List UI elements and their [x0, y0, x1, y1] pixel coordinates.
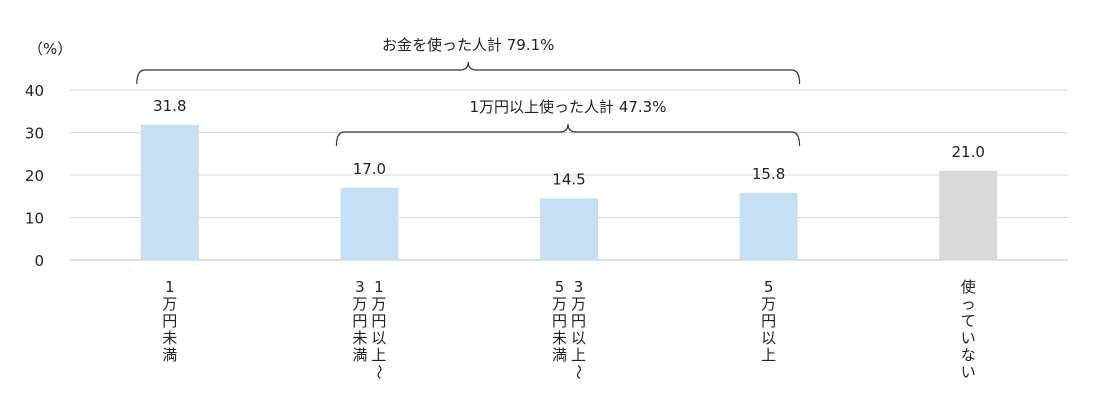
- category-char: 3: [355, 278, 365, 296]
- annotation-brace: [136, 61, 801, 85]
- bar: [340, 187, 399, 260]
- y-axis-ticks: 40 30 20 10 0: [25, 82, 44, 270]
- value-label: 17.0: [353, 160, 386, 178]
- category-char: 満: [552, 346, 567, 364]
- category-char: 以: [571, 329, 586, 347]
- bar: [939, 170, 998, 260]
- category-char: 万: [761, 295, 776, 313]
- category-char: い: [961, 329, 976, 347]
- category-char: 使: [961, 278, 976, 296]
- category-char: 以: [371, 329, 386, 347]
- annotation-label: 1万円以上使った人計 47.3%: [470, 98, 667, 116]
- y-tick-label: 40: [25, 82, 44, 100]
- category-char: 上: [761, 346, 776, 364]
- category-char: 万: [371, 295, 386, 313]
- category-char: 円: [371, 312, 386, 330]
- bar: [140, 124, 199, 260]
- category-char: 円: [761, 312, 776, 330]
- category-char: 万: [571, 295, 586, 313]
- bar: [540, 198, 598, 260]
- category-label: 1万円以上～: [370, 278, 388, 380]
- value-label: 14.5: [552, 170, 585, 188]
- y-tick-label: 0: [34, 252, 44, 270]
- annotation-brace: [335, 123, 801, 147]
- value-label: 31.8: [153, 97, 186, 115]
- category-char: 未: [162, 329, 177, 347]
- y-unit-label: （%）: [28, 40, 72, 58]
- category-char: 万: [162, 295, 177, 313]
- category-char: 満: [162, 346, 177, 364]
- y-tick-label: 20: [25, 167, 44, 185]
- y-tick-label: 30: [25, 125, 44, 143]
- category-char: 円: [552, 312, 567, 330]
- category-char: 円: [162, 312, 177, 330]
- category-char: 万: [352, 295, 367, 313]
- value-labels: 31.8 17.0 14.5 15.8 21.0: [153, 97, 985, 189]
- category-char: 3: [574, 278, 584, 296]
- category-char: 5: [555, 278, 565, 296]
- value-label: 15.8: [752, 165, 785, 183]
- category-char: な: [961, 346, 976, 364]
- category-char: 5: [764, 278, 774, 296]
- category-char: い: [961, 363, 976, 381]
- annotation-label: お金を使った人計 79.1%: [382, 36, 554, 54]
- category-char: 未: [352, 329, 367, 347]
- category-char: 円: [571, 312, 586, 330]
- category-char: 上: [371, 346, 386, 364]
- category-char: 円: [352, 312, 367, 330]
- category-char: っ: [961, 295, 976, 313]
- category-char: 上: [571, 346, 586, 364]
- category-char: ～: [570, 364, 588, 379]
- category-char: ～: [370, 364, 388, 379]
- bars: [140, 124, 998, 260]
- category-char: 1: [165, 278, 175, 296]
- category-char: 未: [552, 329, 567, 347]
- bar: [739, 192, 798, 260]
- category-char: 万: [552, 295, 567, 313]
- category-char: 1: [374, 278, 384, 296]
- value-label: 21.0: [951, 143, 984, 161]
- category-char: 以: [761, 329, 776, 347]
- annotations: お金を使った人計 79.1% 1万円以上使った人計 47.3%: [136, 36, 801, 147]
- category-char: 満: [352, 346, 367, 364]
- y-tick-label: 10: [25, 210, 44, 228]
- category-char: て: [961, 312, 976, 330]
